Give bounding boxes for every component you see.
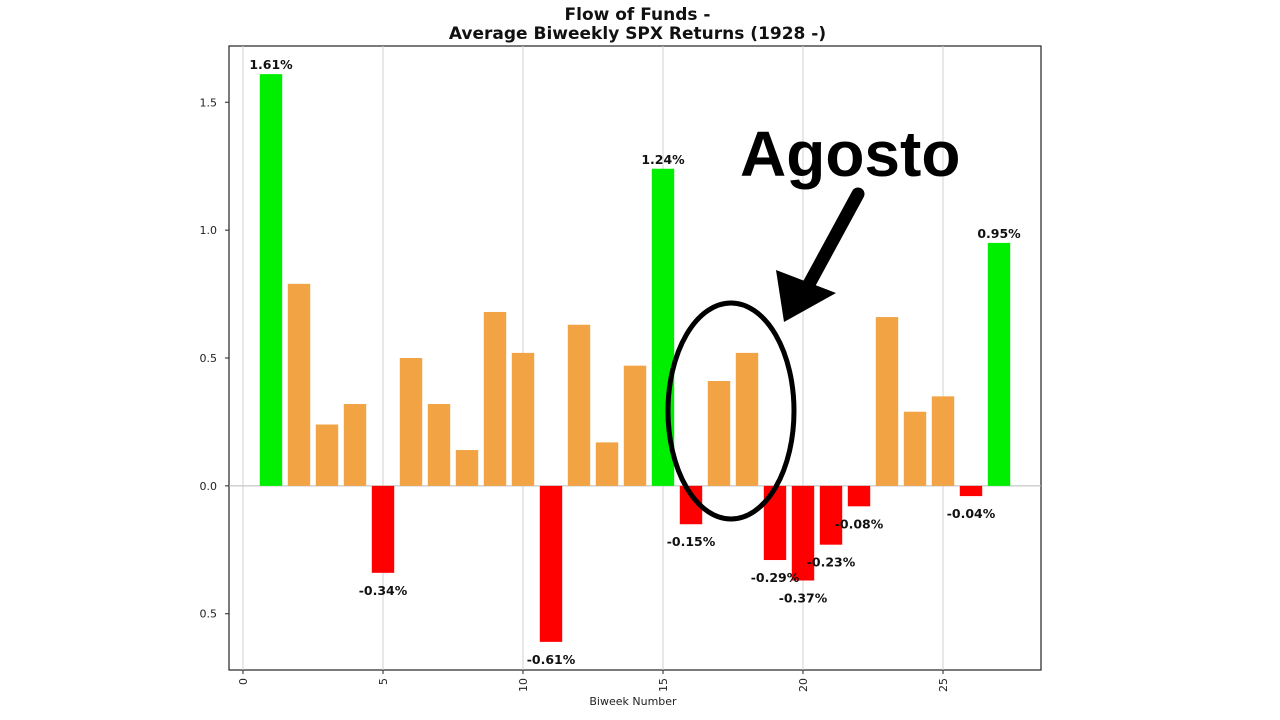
annotation-arrowhead <box>776 270 836 322</box>
data-label: -0.34% <box>359 583 408 598</box>
x-axis-ticks: 0 5 10 15 20 25 <box>237 670 950 692</box>
y-tick-label: 0.5 <box>200 352 218 365</box>
bar <box>343 404 367 486</box>
bar <box>539 485 563 642</box>
bar <box>847 485 871 507</box>
x-tick-label: 5 <box>377 678 390 685</box>
y-axis-ticks: 0.5 0.0 0.5 1.0 1.5 <box>200 96 229 621</box>
bar <box>763 485 787 561</box>
x-tick-label: 20 <box>797 678 810 692</box>
x-tick-label: 10 <box>517 678 530 692</box>
bar <box>455 450 479 486</box>
y-tick-label: 1.0 <box>200 224 218 237</box>
data-label: -0.37% <box>779 590 828 605</box>
chart-title-line-1: Flow of Funds - <box>564 5 711 25</box>
bar <box>315 424 339 486</box>
annotation: Agosto <box>665 118 960 522</box>
data-label: -0.29% <box>751 570 800 585</box>
data-label: -0.04% <box>947 506 996 521</box>
annotation-text: Agosto <box>740 118 960 190</box>
bar <box>595 442 619 486</box>
bar <box>987 242 1011 486</box>
data-label: -0.61% <box>527 652 576 667</box>
y-tick-label: 0.5 <box>200 608 218 621</box>
annotation-circle <box>665 300 797 522</box>
data-label: 0.95% <box>977 226 1021 241</box>
chart-title: Flow of Funds - Average Biweekly SPX Ret… <box>0 6 1275 44</box>
x-tick-label: 15 <box>657 678 670 692</box>
bar <box>567 324 591 486</box>
bar <box>959 485 983 497</box>
data-label: -0.23% <box>807 555 856 570</box>
bar <box>791 485 815 581</box>
data-label: -0.15% <box>667 534 716 549</box>
bar <box>427 404 451 486</box>
x-tick-label: 0 <box>237 678 250 685</box>
data-label: 1.61% <box>249 57 293 72</box>
bar <box>875 317 899 486</box>
y-tick-label: 1.5 <box>200 96 218 109</box>
bar <box>287 283 311 486</box>
data-label: -0.08% <box>835 516 884 531</box>
bar <box>903 411 927 486</box>
x-tick-label: 25 <box>937 678 950 692</box>
data-labels: 1.61% -0.34% -0.61% 1.24% -0.15% -0.29% -0.37%… <box>249 57 1021 667</box>
bar <box>483 311 507 486</box>
bar <box>371 485 395 573</box>
annotation-arrow-shaft <box>801 187 865 293</box>
x-axis-title: Biweek Number <box>589 695 677 708</box>
bar <box>679 485 703 525</box>
bar <box>735 352 759 486</box>
chart-title-line-2: Average Biweekly SPX Returns (1928 -) <box>448 24 827 44</box>
bar <box>511 352 535 486</box>
y-tick-label: 0.0 <box>200 480 218 493</box>
bar <box>707 381 731 486</box>
bar <box>931 396 955 486</box>
bar <box>259 74 283 486</box>
bar <box>623 365 647 486</box>
data-label: 1.24% <box>641 152 685 167</box>
bar <box>819 485 843 545</box>
bar <box>399 358 423 486</box>
bars <box>259 74 1011 642</box>
